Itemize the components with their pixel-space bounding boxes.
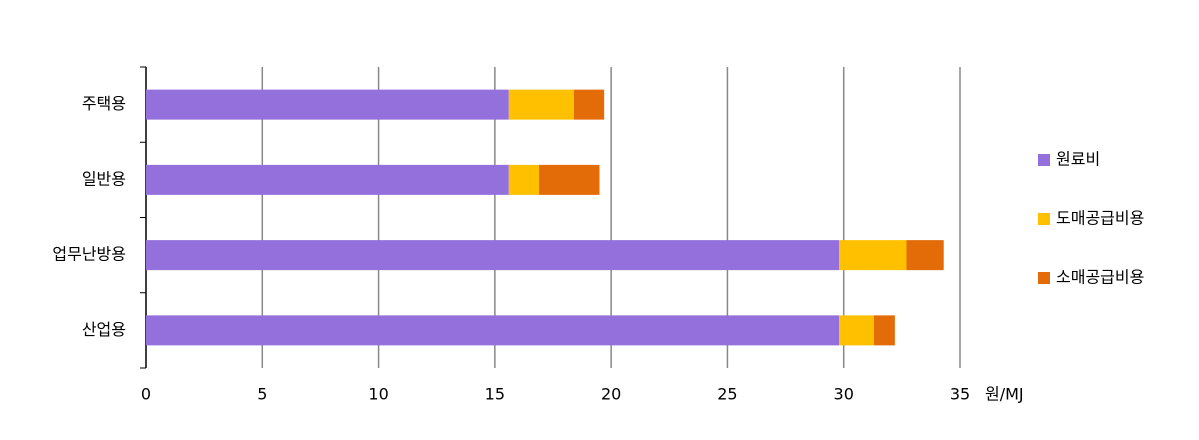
x-tick-label: 20 [601,385,621,404]
x-tick-label: 0 [141,385,151,404]
legend-swatch [1038,213,1050,225]
legend-swatch [1038,154,1050,166]
y-tick-label: 주택용 [82,94,126,113]
bar-segment [146,89,509,120]
bar-segment [508,89,574,120]
y-tick-label: 산업용 [82,320,126,339]
x-tick-label: 15 [485,385,505,404]
legend-label: 도매공급비용 [1056,209,1144,228]
bar-segment [906,240,944,271]
bar-segment [873,315,895,346]
bar-segment [508,164,540,195]
x-tick-label: 25 [717,385,737,404]
bar-segment [839,315,874,346]
x-tick-label: 5 [257,385,267,404]
x-tick-label: 30 [834,385,854,404]
legend-swatch [1038,272,1050,284]
bar-segment [839,240,907,271]
legend-label: 소매공급비용 [1056,268,1144,287]
x-tick-label: 10 [368,385,388,404]
y-tick-label: 일반용 [82,169,126,188]
x-tick-label: 35 [950,385,970,404]
bar-segment [146,240,840,271]
bar-segment [539,164,600,195]
bar-segment [146,164,509,195]
bar-segment [146,315,840,346]
bar-segment [573,89,605,120]
y-tick-label: 업무난방용 [52,245,126,264]
legend-label: 원료비 [1056,150,1100,169]
x-axis-label: 원/MJ [985,385,1024,404]
